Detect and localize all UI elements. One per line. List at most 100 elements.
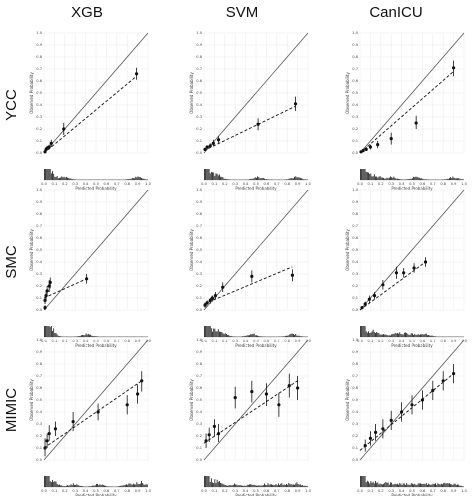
y-tick-label: 0.5 <box>36 248 42 252</box>
histogram-bar <box>412 178 413 180</box>
y-tick-label: 0.3 <box>36 115 42 119</box>
histogram-bar <box>287 484 289 487</box>
histogram-bar <box>290 177 292 180</box>
histogram-bar <box>128 483 130 487</box>
histogram-bar <box>429 335 431 337</box>
histogram-bar <box>429 484 431 487</box>
histogram-bar <box>433 484 435 487</box>
y-tick-label: 0.6 <box>352 236 358 240</box>
x-tick-label: 0.0 <box>357 339 363 343</box>
histogram-bar <box>83 335 85 337</box>
histogram-bar <box>375 480 376 487</box>
histogram-bar <box>257 335 259 337</box>
histogram-bar <box>61 485 63 487</box>
histogram-bar <box>388 335 390 337</box>
histogram-bar <box>78 335 80 337</box>
x-tick-label: 0.2 <box>62 489 68 493</box>
histogram-bar <box>92 485 94 487</box>
x-tick-label: 0.3 <box>72 489 78 493</box>
histogram-bar <box>286 335 287 337</box>
histogram-bar <box>223 334 225 337</box>
histogram-bar <box>391 334 393 337</box>
histogram-bar <box>90 486 92 487</box>
x-axis-label: Predicted Probability <box>235 186 277 191</box>
histogram-bar <box>450 484 451 487</box>
histogram-bar <box>78 485 80 487</box>
x-tick-label: 0.8 <box>124 182 130 186</box>
x-tick-label: 0.5 <box>93 489 99 493</box>
histogram-bar <box>67 177 68 180</box>
histogram-bar <box>85 486 87 487</box>
x-tick-label: 0.8 <box>284 339 290 343</box>
histogram-bar <box>213 328 215 337</box>
histogram-bar <box>451 484 453 487</box>
y-tick-label: 0.6 <box>196 386 202 390</box>
calibration-panel: 0.0 0.1 0.2 0.3 0.4 0.5 0.6 0.7 0.8 0.9 1.0 Observe… <box>345 338 468 496</box>
data-point <box>400 410 404 414</box>
histogram-bar <box>59 336 60 337</box>
histogram-bar <box>214 175 216 180</box>
histogram-bar <box>239 485 241 487</box>
data-point <box>363 302 367 306</box>
histogram-bar <box>360 476 361 487</box>
histogram-bar <box>420 334 421 337</box>
histogram-bar <box>405 485 406 487</box>
x-tick-label: 0.4 <box>243 182 249 186</box>
histogram-bar <box>75 336 77 337</box>
histogram-bar <box>129 483 131 487</box>
histogram-bar <box>229 179 231 180</box>
histogram-bar <box>417 483 419 487</box>
row-title: SMC <box>3 245 20 279</box>
histogram-bar <box>141 177 142 180</box>
histogram-bar <box>282 485 284 487</box>
x-tick-label: 0.7 <box>430 489 436 493</box>
fitted-calibration-line <box>43 75 137 154</box>
perfect-calibration-line <box>203 189 309 311</box>
histogram-bar <box>304 179 306 180</box>
histogram-bar <box>45 169 47 180</box>
y-axis-label: Observed Probability <box>29 379 34 421</box>
x-tick-label: 0.5 <box>253 182 259 186</box>
histogram-bar <box>85 333 87 337</box>
histogram-bar <box>455 485 457 487</box>
histogram-bar <box>93 485 95 487</box>
histogram-bar <box>219 174 220 180</box>
histogram-bar <box>55 481 57 487</box>
x-tick-label: 0.1 <box>212 182 218 186</box>
data-point <box>372 294 377 298</box>
histogram-bar <box>247 484 249 487</box>
data-point <box>208 144 212 148</box>
histogram-bar <box>461 179 463 180</box>
histogram-bar <box>257 485 259 487</box>
calibration-panel: 0.0 0.1 0.2 0.3 0.4 0.5 0.6 0.7 0.8 0.9 1.0 Observe… <box>345 188 468 348</box>
histogram-bar <box>361 169 363 180</box>
y-tick-label: 0.4 <box>352 103 358 107</box>
y-tick-label: 0.3 <box>352 115 358 119</box>
fitted-calibration-line <box>203 266 293 305</box>
histogram-bar <box>279 485 280 487</box>
histogram-bar <box>444 482 446 487</box>
histogram-bar <box>409 334 411 337</box>
histogram-bar <box>370 332 372 337</box>
histogram-bar <box>101 484 103 487</box>
histogram-bar <box>298 484 300 487</box>
histogram-bar <box>302 484 304 487</box>
data-point <box>441 379 445 383</box>
histogram-bar <box>250 178 252 180</box>
histogram-bar <box>232 336 234 337</box>
histogram-bar <box>273 485 275 487</box>
histogram-bar <box>370 173 372 180</box>
histogram-bar <box>460 485 462 487</box>
histogram-bar <box>362 169 364 180</box>
y-tick-label: 0.1 <box>352 446 358 450</box>
x-tick-label: 0.6 <box>264 182 270 186</box>
histogram-bar <box>216 173 218 180</box>
histogram-bar <box>363 476 365 487</box>
histogram-bar <box>222 483 224 487</box>
histogram-bar <box>72 179 74 180</box>
x-tick-label: 0.3 <box>388 489 394 493</box>
data-point <box>85 277 89 281</box>
histogram-bar <box>425 179 427 180</box>
data-point <box>134 72 139 76</box>
